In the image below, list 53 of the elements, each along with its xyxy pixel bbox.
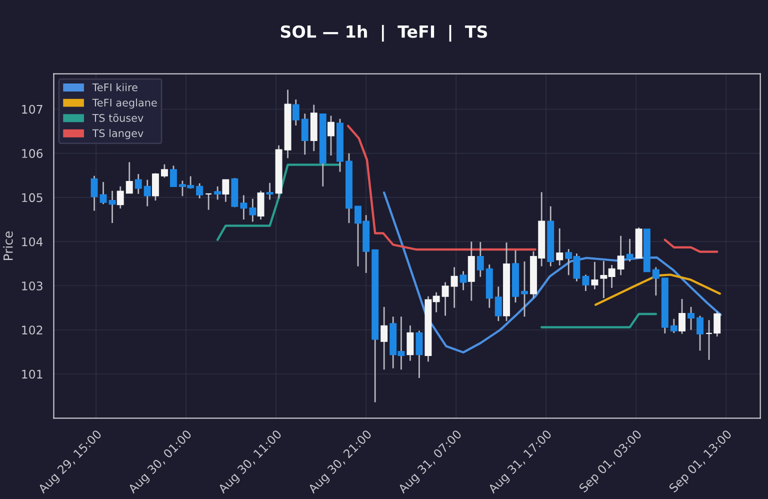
candlestick xyxy=(292,98,300,126)
candlestick xyxy=(100,181,107,205)
candlestick xyxy=(450,266,458,308)
candlestick xyxy=(170,164,177,188)
y-tick-label: 103 xyxy=(22,281,42,290)
candlestick xyxy=(582,274,590,292)
candlestick xyxy=(266,182,274,200)
candlestick xyxy=(90,175,98,212)
candlestick xyxy=(670,318,678,334)
candlestick xyxy=(652,266,660,296)
candlestick xyxy=(108,190,116,224)
y-tick-label: 104 xyxy=(22,237,43,246)
legend-label: TS tõusev xyxy=(92,114,144,122)
candlestick xyxy=(144,179,151,207)
candlestick xyxy=(521,260,528,318)
candlestick xyxy=(626,238,634,262)
legend-label: TeFI aeglane xyxy=(92,98,157,109)
y-tick-label: 105 xyxy=(22,193,42,202)
legend-label: TeFI kiire xyxy=(92,83,138,92)
candlestick xyxy=(257,190,264,220)
chart-title: SOL — 1h | TeFI | TS xyxy=(280,24,488,42)
candlestick xyxy=(380,306,388,370)
candlestick xyxy=(696,315,704,352)
candlestick xyxy=(460,270,467,291)
y-tick-label: 107 xyxy=(22,104,42,114)
y-axis-title: Price xyxy=(3,231,13,260)
candlestick xyxy=(406,324,414,362)
candlestick xyxy=(416,330,423,379)
candlestick xyxy=(205,192,212,211)
candlestick xyxy=(476,241,484,278)
legend-label: TS langev xyxy=(92,129,144,140)
y-tick-label: 106 xyxy=(22,149,43,158)
candlestick xyxy=(126,161,133,194)
candlestick xyxy=(160,164,168,178)
candlestick xyxy=(617,235,624,276)
candlestick xyxy=(196,182,204,200)
y-tick-label: 102 xyxy=(22,326,42,335)
candlestick xyxy=(134,173,142,195)
candlestick xyxy=(222,179,230,203)
candlestick xyxy=(328,115,334,156)
candlestick xyxy=(249,198,256,222)
candlestick xyxy=(688,306,694,331)
candlestick xyxy=(591,261,598,290)
candlestick xyxy=(556,228,564,266)
candlestick xyxy=(116,186,124,210)
candlestick xyxy=(152,172,159,202)
y-tick-label: 101 xyxy=(22,370,42,379)
candlestick xyxy=(494,286,502,322)
candlestick xyxy=(442,282,449,316)
candlestick xyxy=(301,112,308,156)
candlestick xyxy=(240,194,248,220)
candlestick xyxy=(678,298,686,335)
candlestick xyxy=(214,186,222,200)
